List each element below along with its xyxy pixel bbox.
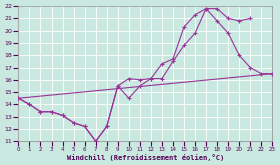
X-axis label: Windchill (Refroidissement éolien,°C): Windchill (Refroidissement éolien,°C) (67, 154, 224, 161)
